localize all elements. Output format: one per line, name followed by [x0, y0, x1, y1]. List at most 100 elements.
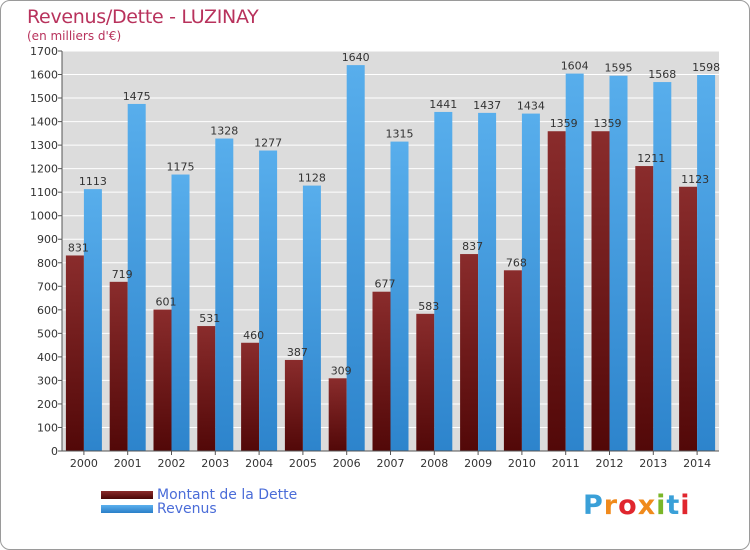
x-tick-label: 2002 [158, 457, 186, 470]
data-label-revenue-2003: 1328 [210, 125, 238, 138]
bar-revenue-2009 [478, 112, 497, 451]
y-tick-label: 1600 [30, 69, 58, 82]
x-tick-label: 2007 [377, 457, 405, 470]
data-label-revenue-2002: 1175 [167, 161, 195, 174]
x-tick-label: 2001 [114, 457, 142, 470]
bar-debt-2012 [591, 131, 610, 451]
y-tick-label: 1000 [30, 210, 58, 223]
bar-debt-2009 [460, 254, 479, 451]
bar-debt-2003 [197, 326, 216, 451]
x-tick-label: 2003 [201, 457, 229, 470]
data-label-revenue-2005: 1128 [298, 172, 326, 185]
legend-item-revenue: Revenus [101, 501, 217, 517]
logo-letter: o [618, 490, 638, 521]
bar-debt-2014 [679, 186, 698, 451]
y-tick-label: 100 [37, 421, 58, 434]
data-label-debt-2007: 677 [375, 278, 396, 291]
y-tick-label: 500 [37, 327, 58, 340]
bar-debt-2007 [372, 291, 391, 451]
data-label-debt-2013: 1211 [637, 152, 665, 165]
x-tick-label: 2008 [420, 457, 448, 470]
y-tick-label: 1500 [30, 92, 58, 105]
data-label-revenue-2007: 1315 [386, 128, 414, 141]
data-label-revenue-2013: 1568 [648, 68, 676, 81]
bar-revenue-2008 [434, 111, 453, 452]
data-label-debt-2006: 309 [331, 364, 352, 377]
x-tick-label: 2011 [552, 457, 580, 470]
bar-revenue-2013 [653, 82, 672, 451]
bar-revenue-2010 [521, 113, 540, 452]
data-label-debt-2014: 1123 [681, 173, 709, 186]
y-tick-label: 1400 [30, 116, 58, 129]
bar-debt-2008 [416, 313, 435, 451]
bar-revenue-2014 [697, 75, 716, 451]
legend-label-debt: Montant de la Dette [157, 487, 298, 503]
logo-letter: x [637, 490, 657, 521]
data-label-debt-2005: 387 [287, 346, 308, 359]
chart-title: Revenus/Dette - LUZINAY [27, 6, 259, 28]
bar-revenue-2012 [609, 75, 628, 452]
x-tick-label: 2013 [639, 457, 667, 470]
bar-debt-2002 [153, 309, 172, 451]
bar-revenue-2011 [565, 73, 584, 452]
y-tick-label: 700 [37, 280, 58, 293]
proxiti-logo: Proxiti [583, 490, 691, 521]
x-tick-label: 2009 [464, 457, 492, 470]
bar-revenue-2000 [83, 189, 102, 451]
y-tick-label: 300 [37, 374, 58, 387]
bar-debt-2010 [503, 270, 522, 451]
data-label-revenue-2011: 1604 [561, 60, 589, 73]
x-tick-label: 2010 [508, 457, 536, 470]
x-tick-label: 2014 [683, 457, 711, 470]
y-tick-label: 800 [37, 257, 58, 270]
x-tick-label: 2005 [289, 457, 317, 470]
bar-debt-2005 [284, 359, 303, 451]
data-label-debt-2009: 837 [462, 240, 483, 253]
data-label-debt-2002: 601 [156, 296, 177, 309]
logo-letter: i [680, 490, 691, 521]
y-tick-label: 600 [37, 304, 58, 317]
legend-swatch-revenue [101, 505, 153, 513]
data-label-revenue-2006: 1640 [342, 51, 370, 64]
bar-revenue-2004 [259, 150, 278, 451]
data-label-revenue-2012: 1595 [605, 62, 633, 75]
data-label-revenue-2000: 1113 [79, 175, 107, 188]
x-tick-label: 2012 [596, 457, 624, 470]
data-label-debt-2008: 583 [418, 300, 439, 313]
y-tick-label: 1200 [30, 163, 58, 176]
data-label-debt-2011: 1359 [550, 117, 578, 130]
bar-debt-2000 [65, 255, 84, 451]
y-tick-label: 0 [51, 445, 58, 458]
x-tick-label: 2000 [70, 457, 98, 470]
y-tick-label: 1300 [30, 139, 58, 152]
logo-letter: r [603, 490, 619, 521]
bar-debt-2011 [547, 131, 566, 451]
bar-revenue-2005 [302, 185, 321, 451]
legend-swatch-debt [101, 491, 153, 499]
x-tick-label: 2006 [333, 457, 361, 470]
bar-debt-2004 [241, 342, 260, 451]
data-label-debt-2003: 531 [199, 312, 220, 325]
y-tick-label: 400 [37, 351, 58, 364]
data-label-revenue-2004: 1277 [254, 137, 282, 150]
data-label-revenue-2009: 1437 [473, 99, 501, 112]
data-label-debt-2004: 460 [243, 329, 264, 342]
bar-revenue-2003 [215, 138, 234, 451]
data-label-debt-2010: 768 [506, 256, 527, 269]
bar-revenue-2006 [346, 65, 365, 451]
bar-revenue-2007 [390, 141, 409, 451]
y-tick-label: 200 [37, 398, 58, 411]
bar-debt-2013 [635, 166, 654, 451]
data-label-revenue-2008: 1441 [429, 98, 457, 111]
data-label-debt-2001: 719 [112, 268, 133, 281]
legend-item-debt: Montant de la Dette [101, 487, 297, 503]
legend-label-revenue: Revenus [157, 501, 217, 517]
y-tick-label: 1100 [30, 186, 58, 199]
bar-revenue-2001 [127, 103, 146, 452]
bar-revenue-2002 [171, 174, 190, 451]
data-label-debt-2000: 831 [68, 241, 89, 254]
data-label-revenue-2010: 1434 [517, 100, 545, 113]
logo-letter: t [666, 490, 681, 521]
